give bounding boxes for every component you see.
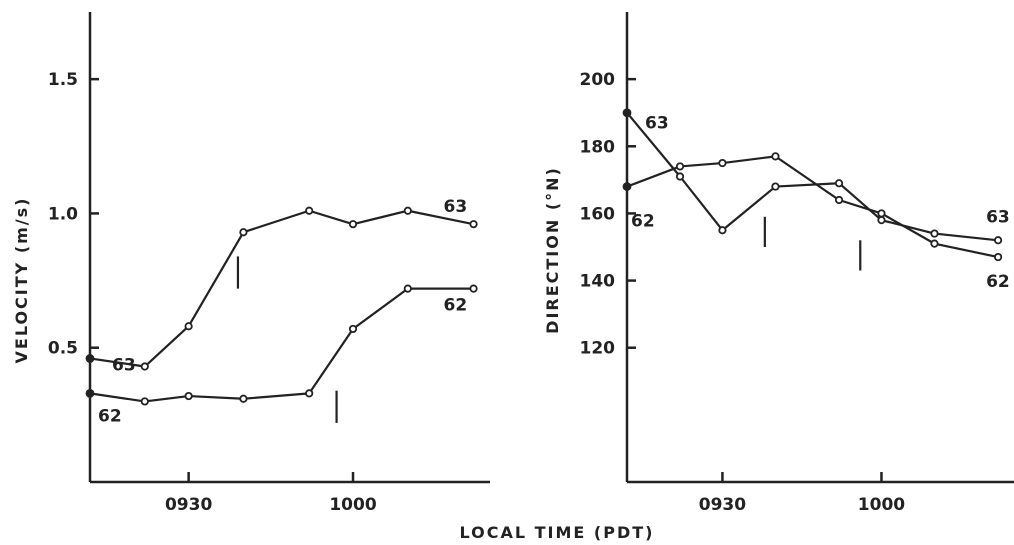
data-point-63 (348, 220, 358, 229)
series-label-63: 63 (444, 197, 468, 217)
data-point-63 (718, 226, 727, 235)
y-tick-label: 1.0 (48, 204, 78, 224)
y-tick-label: 180 (580, 137, 616, 157)
data-point-62 (469, 284, 478, 293)
series-line-62 (626, 155, 999, 259)
series-label-62: 62 (631, 212, 655, 232)
x-tick-label: 0930 (165, 495, 212, 515)
series-label-63: 63 (986, 207, 1010, 227)
data-point-63 (877, 216, 886, 225)
series-label-63: 63 (112, 355, 136, 375)
direction-panel: 120 140 160 180 200 0930 1000 63 63 62 62 DIRECTI… (543, 12, 1014, 515)
series-label-62: 62 (444, 296, 468, 316)
data-point-62 (675, 162, 685, 171)
y-tick-label: 0.5 (48, 339, 78, 359)
data-point-63 (85, 354, 95, 363)
y-tick-label: 1.5 (48, 70, 78, 90)
data-point-62 (834, 195, 844, 205)
y-tick-label: 160 (580, 204, 616, 224)
y-tick-label: 120 (580, 339, 616, 359)
data-point-63 (771, 182, 780, 191)
data-point-62 (771, 152, 780, 161)
data-point-63 (834, 179, 844, 188)
series-label-63: 63 (645, 114, 669, 134)
series-label-62: 62 (986, 272, 1010, 292)
data-point-63 (675, 172, 685, 181)
data-point-63 (184, 322, 193, 331)
series-line-63 (626, 112, 999, 242)
data-point-62 (622, 182, 632, 191)
series-line-63 (89, 209, 474, 368)
direction-y-label: DIRECTION (°N) (543, 166, 562, 334)
y-tick-label: 140 (580, 272, 616, 292)
x-tick-label: 1000 (329, 495, 376, 515)
data-point-63 (140, 362, 149, 371)
data-point-63 (993, 236, 1003, 245)
velocity-panel: 0.5 1.0 1.5 0930 1000 63 63 62 62 VELOCITY (m/s… (12, 12, 490, 515)
data-point-62 (403, 284, 412, 293)
data-point-62 (348, 324, 358, 334)
data-point-62 (993, 252, 1003, 262)
x-tick-label: 1000 (858, 495, 905, 515)
data-point-63 (622, 108, 632, 118)
data-point-62 (930, 239, 939, 248)
data-point-63 (403, 206, 412, 215)
x-axis-label: LOCAL TIME (PDT) (460, 523, 655, 542)
data-point-62 (718, 158, 727, 168)
data-point-62 (140, 397, 149, 406)
series-line-62 (89, 287, 474, 403)
data-point-62 (85, 388, 95, 398)
y-tick-label: 200 (580, 70, 616, 90)
data-point-62 (305, 389, 314, 398)
data-point-63 (305, 206, 314, 215)
x-tick-label: 0930 (699, 495, 746, 515)
series-label-62: 62 (98, 406, 122, 426)
data-point-63 (930, 229, 939, 238)
data-point-63 (239, 228, 248, 237)
data-point-62 (239, 394, 248, 403)
velocity-y-label: VELOCITY (m/s) (12, 197, 31, 364)
data-point-62 (877, 209, 886, 218)
data-point-63 (469, 220, 478, 229)
data-point-62 (184, 391, 193, 401)
